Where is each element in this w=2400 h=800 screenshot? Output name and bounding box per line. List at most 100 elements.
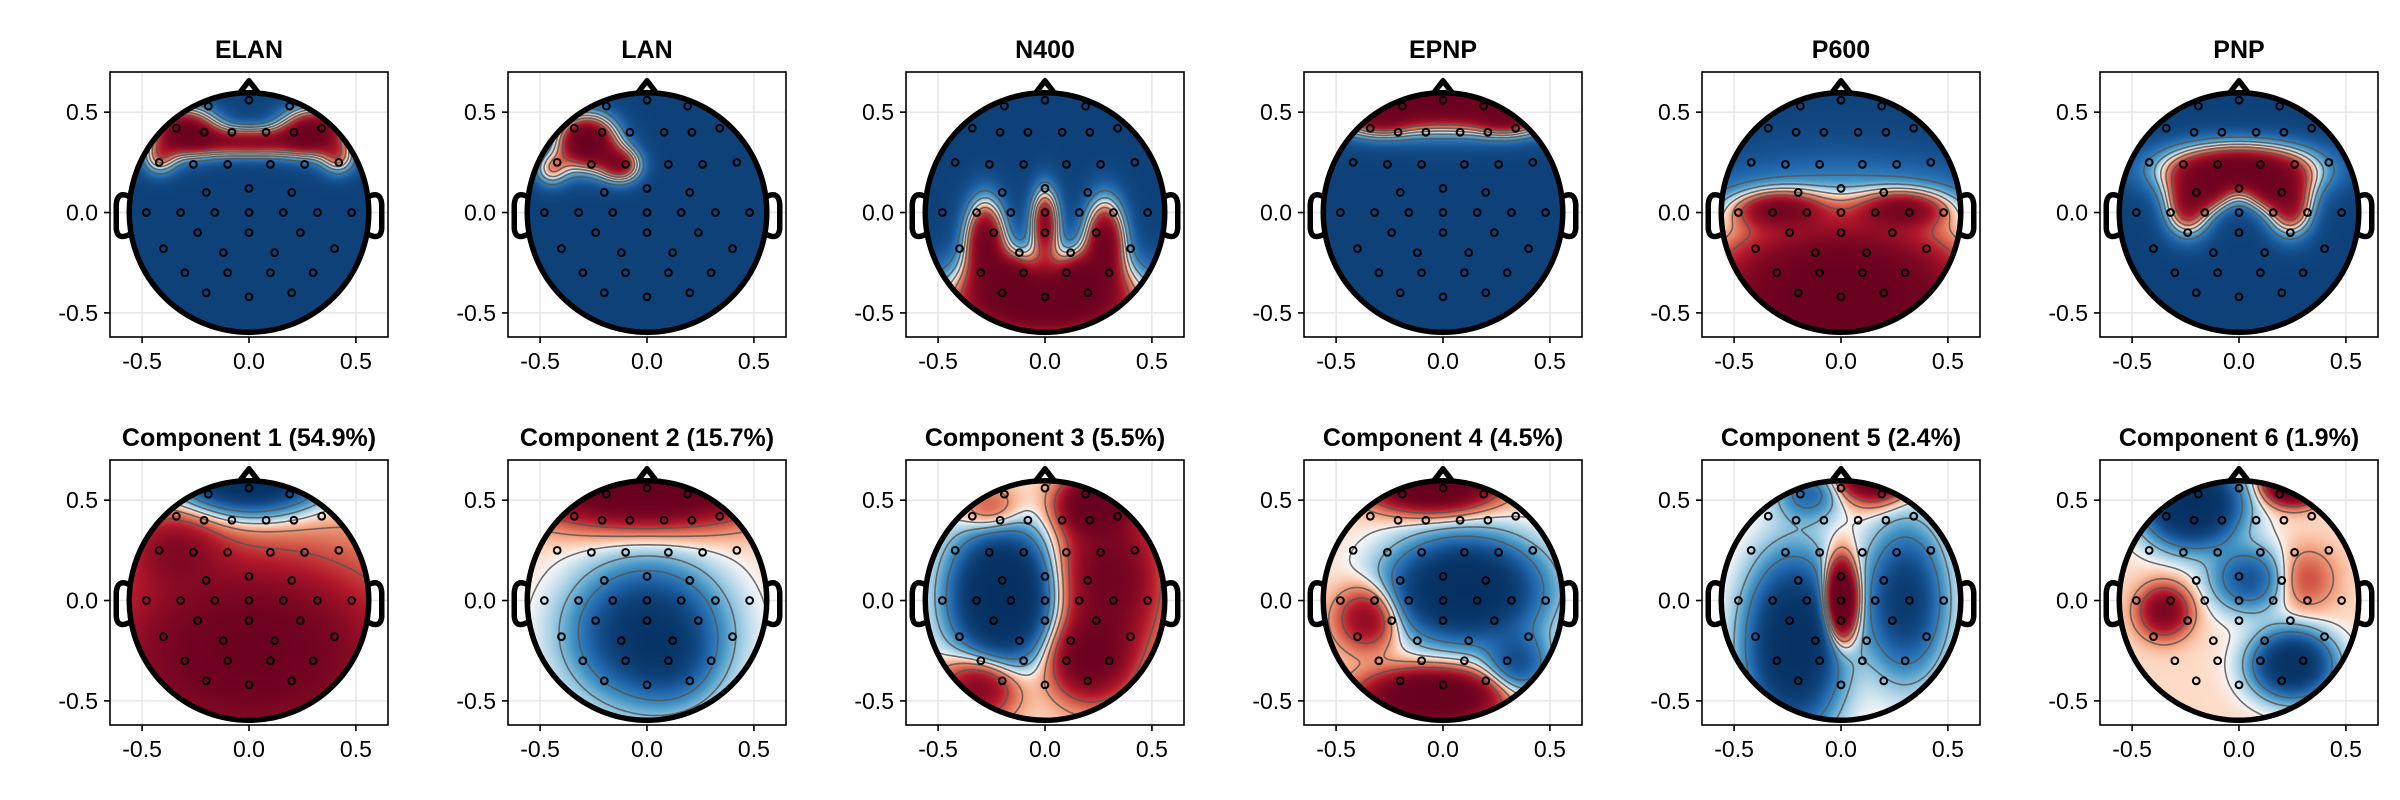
electrode-marker — [937, 596, 947, 605]
electrode-marker — [244, 483, 254, 493]
electrode-marker — [2213, 656, 2223, 666]
electrode-marker — [1417, 159, 1427, 169]
head-outline — [1718, 478, 1964, 724]
electrode-marker — [685, 676, 695, 686]
electrode-marker — [997, 676, 1007, 686]
y-tick-label: 0.5 — [66, 487, 98, 513]
panel-title: N400 — [1015, 36, 1075, 64]
electrode-marker — [698, 547, 707, 557]
electrode-marker — [2251, 515, 2261, 525]
electrode-marker — [1014, 248, 1024, 258]
electrode-marker — [171, 123, 181, 133]
topoplot-panel: EPNP -0.5 0.0 0.5 0.5 0.0 -0.5 — [1252, 36, 1583, 374]
head-outline — [2116, 478, 2362, 724]
electrode-marker — [1387, 616, 1397, 626]
electrode-marker — [621, 159, 631, 169]
electrode-marker — [539, 208, 549, 217]
contour-lines — [141, 103, 357, 175]
electrode-marker — [223, 656, 233, 666]
panel-title: PNP — [2213, 36, 2264, 64]
electrode-marker — [287, 576, 297, 585]
electrode-marker — [995, 127, 1005, 137]
electrode-marker — [711, 596, 720, 605]
electrode-marker — [706, 268, 716, 278]
electrode-marker — [2260, 636, 2270, 646]
electrode-marker — [1143, 208, 1153, 217]
electrode-marker — [1057, 515, 1067, 525]
topoplot-heatmap — [1721, 92, 1961, 333]
topoplot-heatmap — [527, 92, 767, 333]
electrode-marker — [1507, 208, 1516, 217]
x-tick-label: 0.5 — [738, 348, 770, 374]
electrode-marker — [1819, 127, 1829, 137]
electrode-marker — [1751, 244, 1760, 254]
electrode-marker — [745, 596, 755, 605]
electrode-marker — [1083, 576, 1093, 585]
y-tick-label: 0.0 — [66, 200, 98, 226]
electrode-marker — [1085, 515, 1095, 525]
x-tick-label: 0.0 — [1825, 348, 1857, 374]
y-tick-label: 0.0 — [1260, 588, 1292, 614]
electrode-marker — [1857, 159, 1867, 169]
electrode-marker — [621, 656, 631, 666]
electrode-marker — [663, 268, 673, 278]
electrode-marker — [244, 208, 254, 217]
electrode-marker — [1815, 268, 1825, 278]
electrode-marker — [2208, 636, 2218, 646]
electrode-marker — [154, 157, 164, 167]
y-tick-label: 0.0 — [2056, 588, 2088, 614]
electrode-marker — [1040, 228, 1050, 238]
electrode-marker — [227, 127, 237, 137]
electrode-marker — [308, 656, 318, 666]
electrode-marker — [1879, 188, 1889, 197]
electrode-marker — [972, 596, 981, 605]
electrode-marker — [1836, 616, 1846, 626]
electrode-marker — [1040, 616, 1050, 626]
electrode-marker — [1074, 596, 1084, 605]
electrode-marker — [1404, 208, 1414, 217]
electrode-marker — [189, 547, 198, 557]
electrode-marker — [2277, 576, 2287, 585]
electrode-marker — [642, 208, 652, 217]
electrode-marker — [1819, 515, 1829, 525]
electrode-marker — [2277, 188, 2287, 197]
topoplot-panel: N400 -0.5 0.0 0.5 0.5 0.0 -0.5 — [854, 36, 1185, 374]
electrode-marker — [1815, 547, 1825, 557]
electrode-marker — [176, 208, 185, 217]
electrode-marker — [569, 511, 579, 521]
electrode-marker — [2217, 127, 2227, 137]
left-ear-outline — [1307, 192, 1325, 240]
electrode-marker — [1528, 545, 1538, 555]
electrode-marker — [2179, 547, 2188, 557]
electrode-marker — [244, 184, 254, 193]
x-tick-label: 0.0 — [1427, 736, 1459, 762]
electrode-marker — [1541, 596, 1551, 605]
y-tick-label: 0.5 — [2056, 487, 2088, 513]
electrode-marker — [1040, 292, 1050, 302]
nose-outline — [1032, 78, 1058, 96]
electrode-marker — [1781, 159, 1790, 169]
nose-outline — [2226, 466, 2252, 484]
electrode-marker — [732, 545, 742, 555]
panel-title: Component 2 (15.7%) — [520, 424, 774, 452]
electrode-marker — [1481, 576, 1491, 585]
electrode-marker — [1417, 547, 1427, 557]
electrode-marker — [1857, 656, 1867, 666]
electrode-marker — [1892, 547, 1901, 557]
x-tick-label: 0.5 — [1534, 736, 1566, 762]
y-tick-label: 0.5 — [1658, 99, 1690, 125]
electrode-marker — [1528, 157, 1538, 167]
electrode-marker — [159, 244, 168, 254]
nose-outline — [1430, 466, 1456, 484]
electrode-marker — [668, 248, 678, 258]
electrode-marker — [2170, 656, 2180, 666]
electrode-marker — [1395, 188, 1405, 197]
electrode-marker — [1502, 268, 1512, 278]
electrode-marker — [2255, 656, 2265, 666]
right-ear-outline — [1561, 192, 1579, 240]
electrode-marker — [1383, 159, 1392, 169]
electrode-marker — [985, 547, 994, 557]
electrode-marker — [2208, 248, 2218, 258]
right-ear-outline — [1561, 580, 1579, 628]
electrode-marker — [706, 656, 716, 666]
